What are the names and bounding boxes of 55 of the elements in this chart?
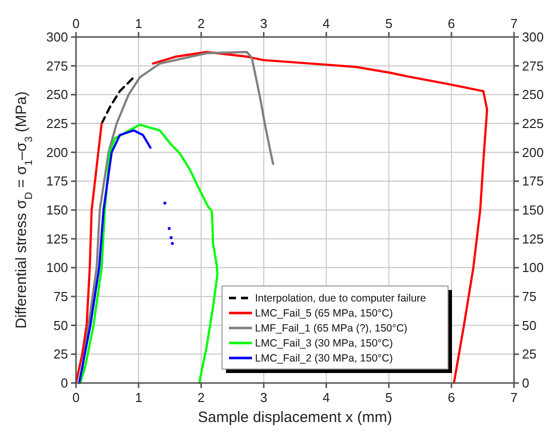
y2-tick-label: 0 — [522, 376, 530, 391]
x2-tick-label: 3 — [260, 390, 268, 405]
x-axis-title: Sample displacement x (mm) — [198, 409, 392, 426]
line-series — [100, 75, 136, 125]
x-tick-label: 3 — [260, 16, 268, 31]
y-tick-label: 200 — [46, 144, 68, 160]
x-tick-label: 4 — [322, 16, 330, 31]
x-tick-label: 1 — [134, 16, 142, 31]
y2-tick-label: 100 — [522, 260, 544, 276]
y2-tick-label: 175 — [522, 174, 544, 189]
y2-tick-label: 275 — [522, 58, 544, 74]
y-tick-label: 250 — [46, 87, 68, 102]
y2-tick-label: 200 — [522, 144, 544, 160]
x-tick-label: 0 — [72, 16, 80, 31]
y-tick-label: 175 — [46, 174, 68, 189]
y-tick-label: 275 — [46, 58, 68, 74]
y-tick-label: 75 — [54, 289, 68, 304]
legend-label: LMF_Fail_1 (65 MPa (?), 150°C) — [255, 322, 408, 335]
x2-tick-label: 6 — [448, 390, 456, 405]
point — [170, 236, 173, 240]
point — [170, 242, 174, 245]
legend-label: LMC_Fail_2 (30 MPa, 150°C) — [255, 352, 393, 365]
y2-tick-label: 75 — [522, 289, 536, 304]
y2-tick-label: 225 — [522, 116, 544, 132]
x2-tick-label: 0 — [72, 390, 80, 405]
y-tick-label: 0 — [60, 376, 68, 391]
legend-label: Interpolation, due to computer failure — [255, 292, 426, 305]
y2-tick-label: 300 — [522, 30, 544, 45]
line-series — [78, 129, 152, 384]
legend-label: LMC_Fail_3 (30 MPa, 150°C) — [255, 338, 393, 350]
line-series — [79, 124, 219, 384]
y-tick-label: 50 — [54, 318, 68, 333]
legend-label: LMC_Fail_5 (65 MPa, 150°C) — [255, 308, 393, 320]
y-tick-label: 300 — [46, 30, 68, 45]
x-tick-label: 7 — [510, 16, 518, 31]
x-tick-label: 6 — [448, 16, 456, 31]
y2-tick-label: 50 — [522, 318, 536, 333]
point — [168, 226, 171, 230]
x2-tick-label: 4 — [322, 390, 330, 405]
x-tick-label: 5 — [385, 16, 392, 31]
point — [163, 202, 166, 205]
y2-tick-label: 150 — [522, 202, 544, 218]
y2-tick-label: 25 — [522, 346, 536, 362]
x-tick-label: 2 — [198, 16, 205, 31]
x2-tick-label: 5 — [385, 390, 392, 405]
y2-tick-label: 250 — [522, 87, 544, 102]
y2-tick-label: 125 — [522, 231, 544, 246]
x2-tick-label: 7 — [510, 390, 518, 405]
x2-tick-label: 2 — [198, 390, 205, 405]
y-tick-label: 100 — [46, 260, 68, 276]
y-tick-label: 25 — [54, 346, 68, 362]
y-tick-label: 150 — [46, 202, 68, 218]
x2-tick-label: 1 — [134, 390, 142, 405]
y-tick-label: 225 — [46, 116, 68, 132]
y-tick-label: 125 — [46, 231, 68, 246]
